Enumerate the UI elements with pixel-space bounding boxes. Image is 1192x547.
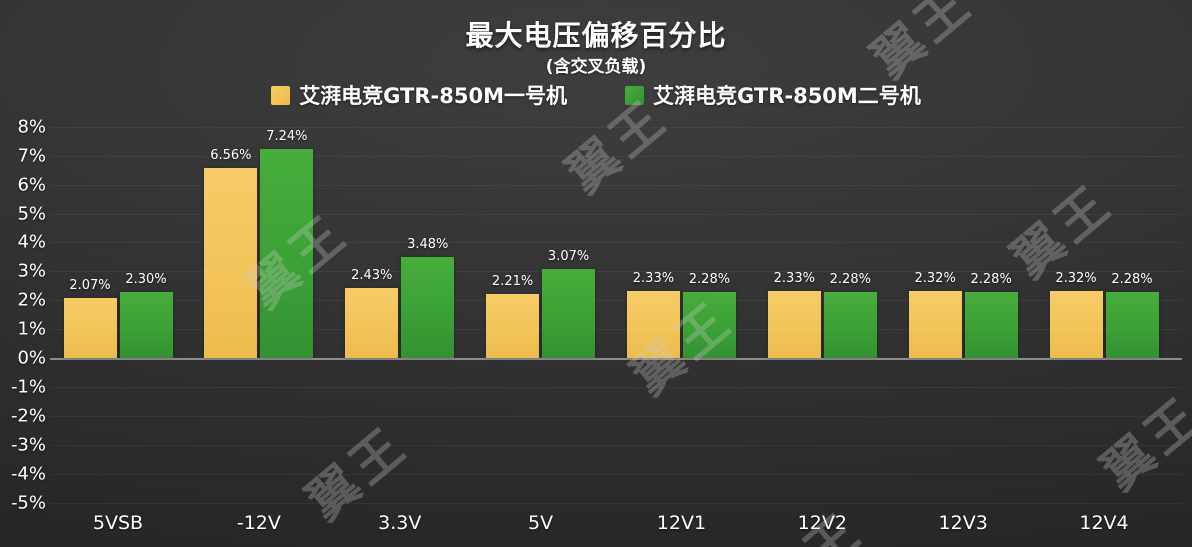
bar-12V4-series2 <box>1105 292 1159 358</box>
bar-12V1-series2 <box>682 292 736 358</box>
x-axis-tick-label: 12V1 <box>656 512 707 534</box>
y-axis-tick-label: 3% <box>17 260 46 282</box>
bar-value-label: 2.28% <box>688 272 731 288</box>
gridline <box>50 184 1182 186</box>
bar-12V4-series1 <box>1049 290 1103 358</box>
bar-12V3-series2 <box>964 292 1018 358</box>
legend-swatch-yellow <box>271 85 291 105</box>
bar-12V3-series1 <box>908 290 962 358</box>
bar-12V2-series1 <box>767 290 821 358</box>
bar-value-label: 7.24% <box>266 128 308 144</box>
gridline <box>50 155 1182 157</box>
y-axis-tick-label: -4% <box>10 463 46 485</box>
chart-subtitle: (含交叉负载) <box>545 57 647 77</box>
gridline <box>50 126 1182 128</box>
x-axis-tick-label: 5V <box>528 512 554 534</box>
x-axis-tick-label: 12V4 <box>1079 512 1129 534</box>
y-axis-tick-label: 4% <box>17 231 46 253</box>
bar--12V-series1 <box>204 168 258 358</box>
bar-value-label: 2.43% <box>351 267 393 283</box>
gridline <box>50 329 1182 331</box>
bar-3.3V-series2 <box>401 257 455 358</box>
bar-value-label: 2.28% <box>970 272 1012 288</box>
legend-label-unit1: 艾湃电竞GTR-850M一号机 <box>299 84 567 108</box>
bar-5V-series2 <box>542 269 596 358</box>
gridline <box>50 502 1182 504</box>
legend-swatch-green <box>625 85 644 105</box>
bar--12V-series2 <box>260 148 314 358</box>
gridline <box>50 415 1182 417</box>
y-axis-tick-label: 5% <box>17 203 46 224</box>
bar-value-label: 2.28% <box>829 272 871 288</box>
y-axis-tick-label: 8% <box>17 116 46 138</box>
bar-value-label: 2.32% <box>914 270 956 286</box>
x-axis-tick-label: 12V3 <box>938 512 988 534</box>
gridline <box>50 300 1182 302</box>
gridline <box>50 271 1182 273</box>
y-axis-tick-label: 7% <box>17 145 46 167</box>
y-axis-tick-label: 0% <box>17 347 46 369</box>
legend-item-unit1: 艾湃电竞GTR-850M一号机 <box>271 80 567 110</box>
chart-title: 最大电压偏移百分比 <box>465 19 727 52</box>
bar-12V1-series1 <box>626 290 680 358</box>
x-axis-tick-label: 3.3V <box>378 512 422 534</box>
watermark-text: 翼王 <box>1091 384 1192 502</box>
bar-value-label: 2.33% <box>632 270 675 286</box>
bar-value-label: 2.28% <box>1111 272 1153 288</box>
gridline <box>50 242 1182 244</box>
bar-value-label: 6.56% <box>210 148 252 164</box>
x-axis-tick-label: -12V <box>236 512 281 534</box>
gridline <box>50 473 1182 475</box>
x-axis-tick-label: 12V2 <box>797 512 847 534</box>
bar-value-label: 2.33% <box>773 270 815 286</box>
bar-5VSB-series1 <box>63 298 117 358</box>
bar-5V-series1 <box>486 294 540 358</box>
bar-3.3V-series1 <box>345 287 399 358</box>
bar-value-label: 2.32% <box>1055 270 1097 286</box>
bar-12V2-series2 <box>823 292 877 358</box>
y-axis-tick-label: 6% <box>17 174 46 196</box>
legend-label-unit2: 艾湃电竞GTR-850M二号机 <box>653 84 921 108</box>
bar-value-label: 3.07% <box>547 249 590 265</box>
y-axis-tick-label: -1% <box>10 376 46 398</box>
y-axis-tick-label: -3% <box>10 434 46 456</box>
y-axis-tick-label: 2% <box>17 289 46 311</box>
bar-value-label: 3.48% <box>407 237 449 253</box>
zero-axis-line <box>50 358 1182 360</box>
bar-value-label: 2.30% <box>125 271 167 287</box>
y-axis-tick-label: -2% <box>10 405 46 427</box>
gridline <box>50 444 1182 446</box>
gridline <box>50 213 1182 215</box>
chart-legend: 艾湃电竞GTR-850M一号机 艾湃电竞GTR-850M二号机 <box>0 80 1192 110</box>
y-axis-tick-label: 1% <box>17 318 46 340</box>
bar-5VSB-series2 <box>119 291 173 358</box>
legend-item-unit2: 艾湃电竞GTR-850M二号机 <box>625 80 921 110</box>
bar-value-label: 2.21% <box>491 274 534 290</box>
y-axis-tick-label: -5% <box>10 492 46 513</box>
bar-value-label: 2.07% <box>69 278 111 294</box>
x-axis-tick-label: 5VSB <box>92 512 144 534</box>
gridline <box>50 386 1182 388</box>
